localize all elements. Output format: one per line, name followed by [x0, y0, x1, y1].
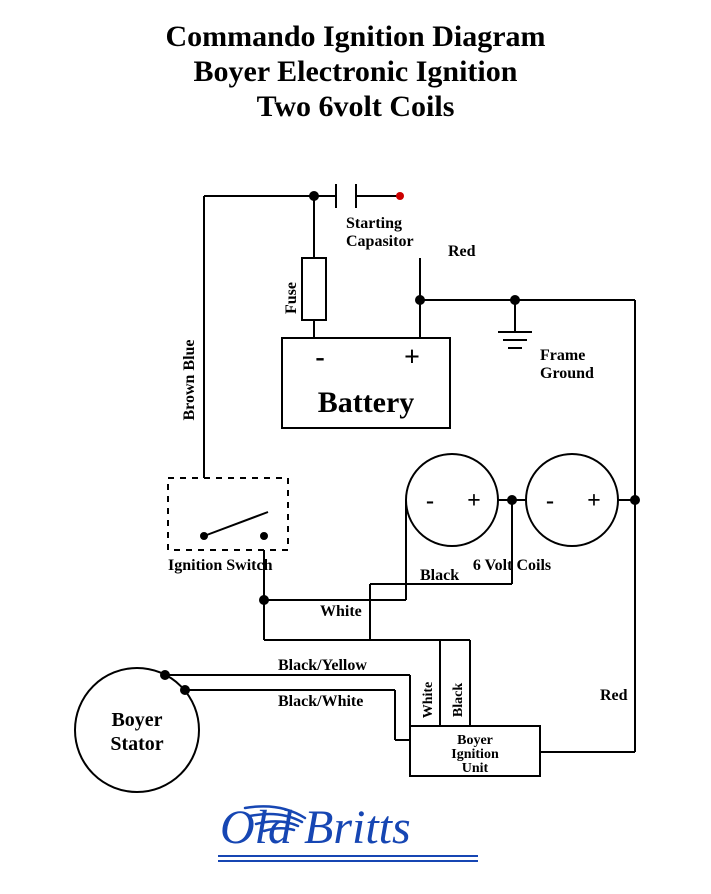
capacitor-label-2: Capasitor [346, 233, 414, 250]
wire-brown-blue: Brown Blue [181, 339, 198, 420]
battery-label: Battery [318, 386, 415, 419]
boyer-unit-label-2: Ignition [451, 747, 499, 762]
battery-minus: - [315, 342, 324, 373]
wire-white-v: White [421, 682, 436, 719]
battery-plus: + [404, 342, 420, 373]
wire-red-side: Red [600, 687, 628, 704]
coil-1 [406, 454, 498, 546]
wiring-diagram: - + Battery Fuse Starting Capasitor Brow… [0, 0, 711, 894]
node-fuse-top [310, 192, 318, 200]
svg-text:+: + [467, 488, 481, 514]
ignition-switch-box [168, 478, 288, 550]
svg-text:-: - [426, 488, 434, 514]
coil-2 [526, 454, 618, 546]
capacitor-label-1: Starting [346, 215, 402, 232]
fuse-label: Fuse [283, 282, 300, 314]
boyer-stator-label-2: Stator [110, 733, 163, 755]
boyer-unit-label-3: Unit [462, 761, 489, 776]
wire-black-v: Black [451, 683, 466, 717]
svg-text:+: + [587, 488, 601, 514]
wire-black: Black [420, 567, 459, 584]
fuse-box [302, 258, 326, 320]
capacitor-red-dot [396, 192, 404, 200]
ignition-switch-label: Ignition Switch [168, 557, 273, 574]
wire-black-yellow: Black/Yellow [278, 657, 367, 674]
wire-red-top: Red [448, 243, 476, 260]
wire-black-white: Black/White [278, 693, 363, 710]
frame-ground-label-2: Ground [540, 365, 594, 382]
frame-ground-label-1: Frame [540, 347, 585, 364]
logo-underline [218, 852, 478, 864]
svg-text:-: - [546, 488, 554, 514]
boyer-unit-label-1: Boyer [457, 733, 493, 748]
wire-white: White [320, 603, 362, 620]
boyer-stator-label-1: Boyer [111, 709, 162, 731]
logo-text: Old Britts [220, 800, 411, 855]
